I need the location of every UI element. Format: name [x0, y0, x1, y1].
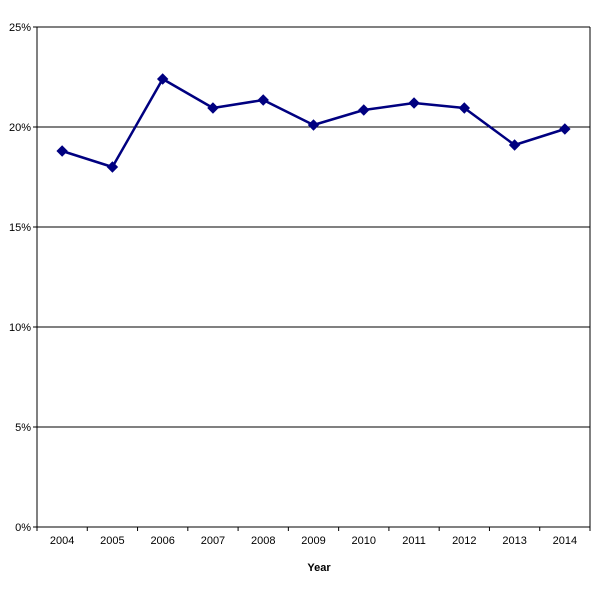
data-point-marker [156, 73, 169, 85]
data-point-marker [257, 94, 269, 106]
x-tick-label: 2014 [553, 535, 577, 547]
y-tick-label: 5% [15, 422, 31, 434]
x-tick-label: 2012 [452, 535, 476, 547]
x-tick-label: 2005 [100, 535, 124, 547]
data-series [56, 73, 571, 173]
y-tick-label: 25% [9, 22, 31, 34]
x-tick-label: 2007 [201, 535, 225, 547]
y-tick-label: 20% [9, 122, 31, 134]
y-tick-label: 15% [9, 222, 31, 234]
data-point-marker [559, 123, 571, 135]
data-point-marker [307, 119, 320, 131]
x-tick-label: 2008 [251, 535, 275, 547]
data-point-marker [408, 97, 420, 109]
y-tick-label: 10% [9, 322, 31, 334]
data-point-marker [458, 102, 471, 114]
x-tick-label: 2013 [502, 535, 526, 547]
data-point-marker [56, 145, 68, 157]
x-tick-label: 2011 [402, 535, 426, 547]
x-tick-label: 2006 [150, 535, 174, 547]
axes: 0% 5% 10% 15% 20% 25% 2004 2005 2006 2007 2008 2009… [9, 22, 591, 547]
data-point-marker [508, 139, 521, 151]
x-axis-title: Year [307, 562, 331, 574]
y-tick-label: 0% [15, 522, 31, 534]
gridlines [37, 26, 590, 528]
x-tick-label: 2009 [301, 535, 325, 547]
data-point-marker [106, 161, 119, 173]
x-tick-label: 2004 [50, 535, 74, 547]
data-point-marker [207, 102, 219, 114]
x-tick-label: 2010 [352, 535, 376, 547]
data-point-marker [358, 104, 370, 116]
